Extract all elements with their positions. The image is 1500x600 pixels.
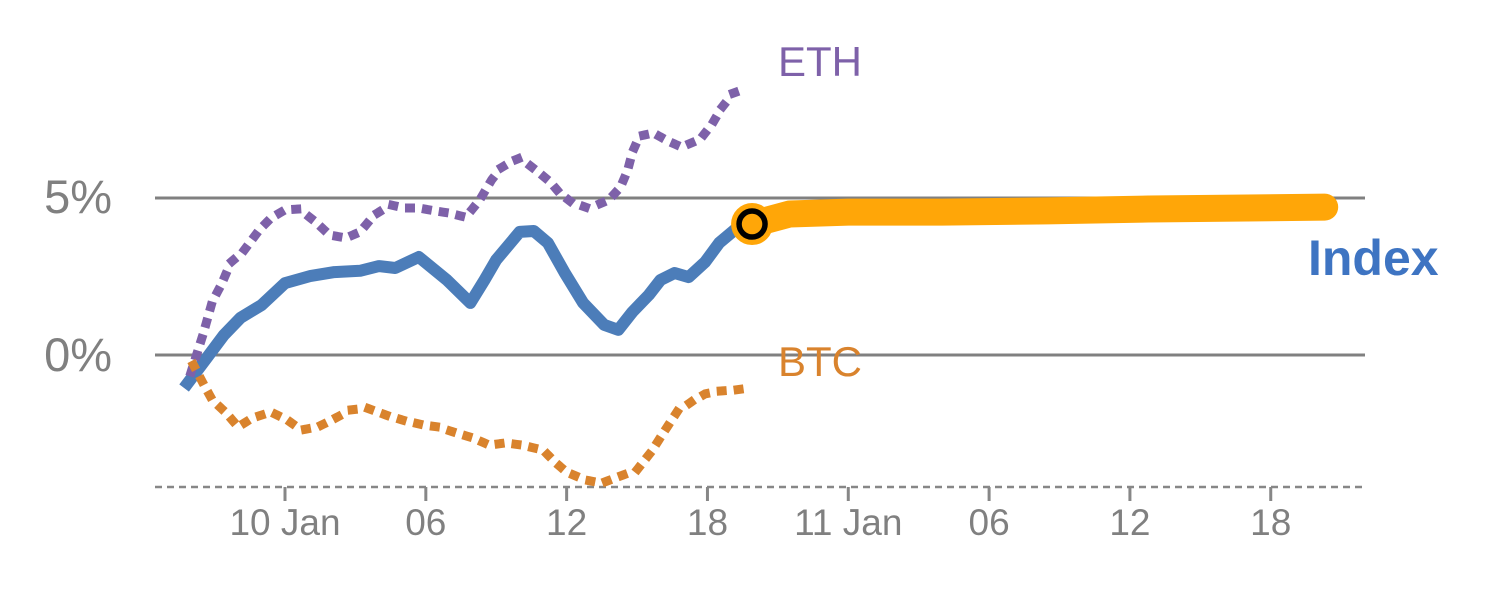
x-axis-tick-label: 11 Jan [794,502,903,543]
index-forecast-band [738,193,1339,238]
x-axis-tick-label: 12 [546,502,588,543]
index-series-label: Index [1308,230,1439,286]
x-axis-tick-label: 10 Jan [229,502,341,543]
x-axis-tick-label: 06 [968,502,1010,543]
eth-line [185,82,754,378]
y-axis-label-5pct: 5% [44,170,112,223]
btc-series-label: BTC [778,338,862,385]
x-axis-tick-label: 06 [405,502,447,543]
x-axis-tick-label: 12 [1109,502,1151,543]
forecast-start-marker-ring [736,208,768,240]
eth-series-label: ETH [778,38,862,85]
x-axis-tick-label: 18 [1250,502,1292,543]
y-axis-label-0pct: 0% [44,328,112,381]
x-axis-tick-label: 18 [686,502,729,543]
index-line [179,218,754,392]
btc-line [187,358,755,488]
